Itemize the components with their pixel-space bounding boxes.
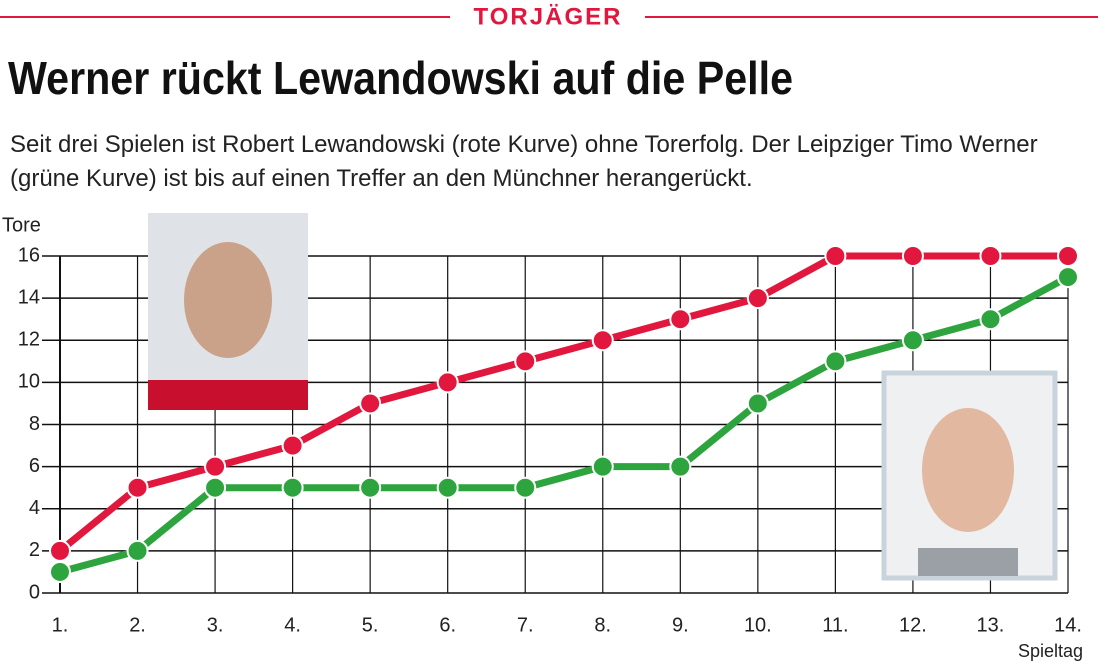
x-tick-label: 12. [899, 614, 927, 636]
data-point [979, 308, 1002, 331]
x-tick-label: 10. [744, 614, 772, 636]
y-tick-label: 2 [29, 539, 40, 561]
series-line [59, 273, 1070, 576]
data-point [979, 245, 1002, 267]
data-point [591, 455, 614, 478]
data-point [901, 329, 924, 352]
header: TORJÄGER [474, 3, 623, 30]
data-point [514, 350, 537, 373]
x-tick-label: 7. [517, 614, 534, 636]
data-point [281, 434, 304, 457]
y-tick-label: 16 [18, 244, 40, 266]
y-tick-label: 8 [29, 413, 40, 435]
photo-face [184, 242, 272, 358]
x-tick-label: 2. [129, 614, 146, 636]
data-point [436, 476, 459, 499]
x-tick-label: 3. [207, 614, 224, 636]
data-point [824, 350, 847, 373]
photo-face [922, 408, 1014, 532]
data-point [669, 308, 692, 331]
y-tick-label: 6 [29, 455, 40, 477]
data-point [359, 392, 382, 415]
data-point [901, 245, 924, 267]
data-point [824, 245, 847, 267]
x-tick-label: 9. [672, 614, 689, 636]
data-point [669, 455, 692, 478]
y-tick-label: 0 [29, 581, 40, 603]
x-tick-label: 8. [594, 614, 611, 636]
x-tick-label: 11. [822, 614, 848, 636]
data-point [1057, 245, 1079, 267]
data-point [591, 329, 614, 352]
x-tick-label: 4. [284, 614, 301, 636]
series-line [57, 252, 1068, 554]
photo-shirt [148, 380, 308, 410]
data-point [746, 392, 769, 415]
data-point [49, 539, 71, 562]
data-point [126, 476, 149, 499]
y-tick-label: 4 [29, 497, 40, 519]
x-tick-label: 5. [362, 614, 379, 636]
x-tick-label: 6. [439, 614, 456, 636]
chart-title: Werner rückt Lewandowski auf die Pelle [8, 52, 793, 104]
y-tick-label: 14 [18, 286, 40, 308]
y-axis-label: Tore [2, 214, 41, 236]
data-point [204, 476, 227, 499]
data-point [126, 539, 149, 562]
y-tick-label: 12 [18, 329, 40, 351]
y-tick-label: 10 [18, 371, 40, 393]
data-point [1057, 266, 1079, 289]
data-point [746, 287, 769, 310]
x-axis-label: Spieltag [1018, 641, 1083, 661]
data-point [49, 560, 71, 583]
data-point [514, 476, 537, 499]
data-point [436, 371, 459, 394]
subtitle: Seit drei Spielen ist Robert Lewandowski… [10, 131, 1038, 192]
data-point [359, 476, 382, 499]
x-tick-label: 1. [52, 614, 69, 636]
photo-shirt [918, 548, 1018, 576]
x-tick-label: 13. [977, 614, 1005, 636]
data-point [281, 476, 304, 499]
x-tick-label: 14. [1054, 614, 1082, 636]
data-point [204, 455, 227, 478]
